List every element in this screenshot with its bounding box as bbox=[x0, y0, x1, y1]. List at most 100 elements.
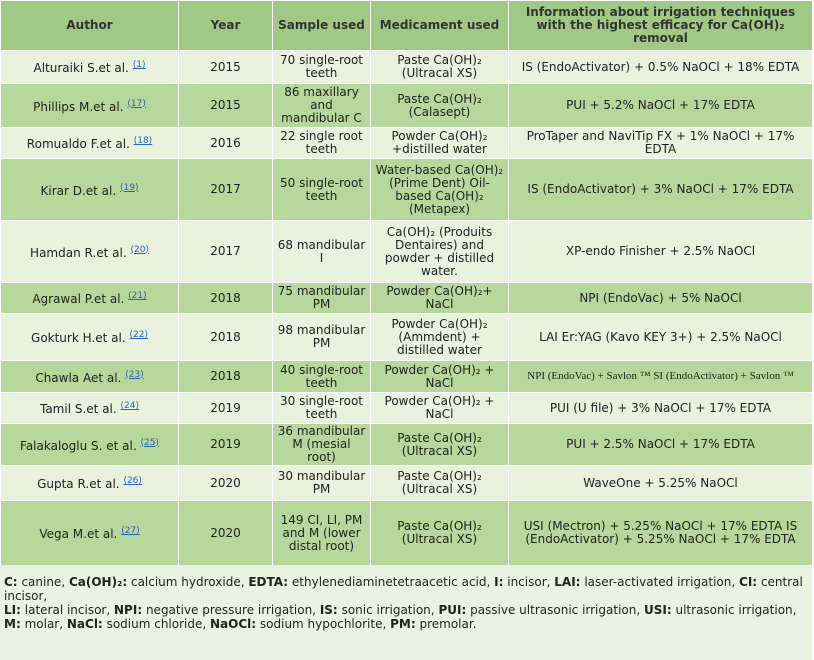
year-cell: 2020 bbox=[178, 500, 273, 566]
abbreviation-term: NaOCl: bbox=[210, 617, 257, 631]
year-cell: 2017 bbox=[178, 158, 273, 221]
footnote: C: canine, Ca(OH)₂: calcium hydroxide, E… bbox=[0, 565, 812, 660]
medicament-cell: Paste Ca(OH)₂ (Ultracal XS) bbox=[370, 465, 509, 501]
author-name: Phillips M.et al. bbox=[33, 99, 124, 114]
year-cell: 2020 bbox=[178, 465, 273, 501]
abbreviation-definition: negative pressure irrigation, bbox=[145, 603, 316, 617]
medicament-cell: Powder Ca(OH)₂ + NaCl bbox=[370, 360, 509, 393]
reference-link[interactable]: (17) bbox=[127, 98, 146, 109]
author-name: Gupta R.et al. bbox=[37, 477, 120, 491]
reference-link[interactable]: (20) bbox=[130, 244, 149, 255]
author-cell: Falakaloglu S. et al. (25) bbox=[0, 423, 179, 466]
year-cell: 2018 bbox=[178, 313, 273, 361]
footnote-line: LI: lateral incisor, NPI: negative press… bbox=[4, 603, 808, 617]
header-cell: Medicament used bbox=[370, 0, 509, 51]
info-cell: IS (EndoActivator) + 0.5% NaOCl + 18% ED… bbox=[508, 50, 813, 84]
author-cell: Kirar D.et al. (19) bbox=[0, 158, 179, 221]
reference-link[interactable]: (18) bbox=[133, 136, 153, 146]
year-cell: 2017 bbox=[178, 220, 273, 283]
author-name: Gokturk H.et al. bbox=[31, 331, 126, 345]
abbreviation-term: I: bbox=[494, 575, 504, 589]
medicament-cell: Powder Ca(OH)₂ +distilled water bbox=[370, 127, 509, 159]
author-cell: Phillips M.et al. (17) bbox=[0, 83, 179, 128]
medicament-cell: Powder Ca(OH)₂ + NaCl bbox=[370, 392, 509, 424]
reference-link[interactable]: (23) bbox=[125, 369, 144, 380]
abbreviation-term: C: bbox=[4, 575, 18, 589]
info-cell: LAI Er:YAG (Kavo KEY 3+) + 2.5% NaOCl bbox=[508, 313, 813, 361]
info-cell: PUI + 5.2% NaOCl + 17% EDTA bbox=[508, 83, 813, 128]
abbreviation-definition: lateral incisor, bbox=[24, 603, 111, 617]
author-name: Romualdo F.et al. bbox=[26, 137, 130, 151]
author-name: Tamil S.et al. bbox=[39, 402, 117, 416]
abbreviation-term: M: bbox=[4, 617, 21, 631]
table-row: Vega M.et al. (27) 2020 149 CI, LI, PM and… bbox=[0, 500, 813, 566]
author-cell: Agrawal P.et al. (21) bbox=[0, 282, 179, 314]
reference-link[interactable]: (19) bbox=[120, 182, 139, 193]
author-name: Falakaloglu S. et al. bbox=[20, 438, 137, 453]
reference-link[interactable]: (27) bbox=[121, 526, 140, 536]
info-cell: NPI (EndoVac) + Savlon ™ SI (EndoActivat… bbox=[508, 360, 813, 393]
abbreviation-term: LAI: bbox=[554, 575, 581, 589]
table-row: Tamil S.et al. (24) 2019 30 single-root te… bbox=[0, 392, 813, 424]
abbreviation-definition: sodium hypochlorite, bbox=[259, 617, 387, 631]
reference-link[interactable]: (26) bbox=[123, 476, 142, 486]
year-cell: 2015 bbox=[178, 83, 273, 128]
abbreviation-definition: ethylenediaminetetraacetic acid, bbox=[291, 575, 491, 589]
author-cell: Alturaiki S.et al. (1) bbox=[0, 50, 179, 84]
author-cell: Gupta R.et al. (26) bbox=[0, 465, 179, 501]
sample-cell: 149 CI, LI, PM and M (lower distal root) bbox=[272, 500, 371, 566]
author-cell: Tamil S.et al. (24) bbox=[0, 392, 179, 424]
reference-link[interactable]: (21) bbox=[128, 291, 147, 301]
year-cell: 2019 bbox=[178, 423, 273, 466]
sample-cell: 40 single-root teeth bbox=[272, 360, 371, 393]
reference-link[interactable]: (22) bbox=[129, 330, 148, 340]
author-name: Chawla Aet al. bbox=[35, 370, 122, 385]
reference-link[interactable]: (1) bbox=[132, 60, 146, 70]
year-cell: 2015 bbox=[178, 50, 273, 84]
sample-cell: 75 mandibular PM bbox=[272, 282, 371, 314]
abbreviation-term: NPI: bbox=[114, 603, 143, 617]
author-name: Agrawal P.et al. bbox=[32, 292, 125, 306]
author-cell: Gokturk H.et al. (22) bbox=[0, 313, 179, 361]
author-cell: Chawla Aet al. (23) bbox=[0, 360, 179, 393]
abbreviation-term: PM: bbox=[390, 617, 416, 631]
sample-cell: 98 mandibular PM bbox=[272, 313, 371, 361]
table-row: Agrawal P.et al. (21) 2018 75 mandibular P… bbox=[0, 282, 813, 314]
abbreviation-definition: sodium chloride, bbox=[106, 617, 207, 631]
info-cell: ProTaper and NaviTip FX + 1% NaOCl + 17%… bbox=[508, 127, 813, 159]
info-cell: PUI + 2.5% NaOCl + 17% EDTA bbox=[508, 423, 813, 466]
table-row: Romualdo F.et al. (18) 2016 22 single root… bbox=[0, 127, 813, 159]
author-name: Hamdan R.et al. bbox=[30, 245, 127, 260]
table: Author Year Sample used Medicament used Info… bbox=[0, 0, 813, 566]
table-row: Kirar D.et al. (19) 2017 50 single-root te… bbox=[0, 158, 813, 221]
abbreviation-definition: central incisor, bbox=[4, 575, 803, 603]
info-cell: PUI (U file) + 3% NaOCl + 17% EDTA bbox=[508, 392, 813, 424]
author-cell: Hamdan R.et al. (20) bbox=[0, 220, 179, 283]
author-name: Kirar D.et al. bbox=[40, 183, 117, 198]
medicament-cell: Paste Ca(OH)₂ (Ultracal XS) bbox=[370, 500, 509, 566]
abbreviation-term: USI: bbox=[644, 603, 672, 617]
abbreviation-term: Ca(OH)₂: bbox=[68, 575, 128, 589]
abbreviation-definition: premolar. bbox=[419, 617, 477, 631]
sample-cell: 86 maxillary and mandibular C bbox=[272, 83, 371, 128]
table-row: Phillips M.et al. (17) 2015 86 maxillary a… bbox=[0, 83, 813, 128]
info-cell: IS (EndoActivator) + 3% NaOCl + 17% EDTA bbox=[508, 158, 813, 221]
info-cell: WaveOne + 5.25% NaOCl bbox=[508, 465, 813, 501]
abbreviation-definition: incisor, bbox=[507, 575, 551, 589]
reference-link[interactable]: (25) bbox=[140, 437, 159, 448]
abbreviation-term: EDTA: bbox=[248, 575, 289, 589]
abbreviation-term: IS: bbox=[319, 603, 338, 617]
header-cell: Sample used bbox=[272, 0, 371, 51]
medicament-cell: Paste Ca(OH)₂ (Ultracal XS) bbox=[370, 50, 509, 84]
abbreviation-definition: canine, bbox=[21, 575, 66, 589]
author-cell: Romualdo F.et al. (18) bbox=[0, 127, 179, 159]
sample-cell: 30 mandibular PM bbox=[272, 465, 371, 501]
footnote-line: M: molar, NaCl: sodium chloride, NaOCl: … bbox=[4, 617, 808, 631]
abbreviation-definition: molar, bbox=[24, 617, 64, 631]
abbreviation-definition: calcium hydroxide, bbox=[130, 575, 245, 589]
medicament-cell: Powder Ca(OH)₂ (Ammdent) + distilled wat… bbox=[370, 313, 509, 361]
info-cell: NPI (EndoVac) + 5% NaOCl bbox=[508, 282, 813, 314]
header-cell: Author bbox=[0, 0, 179, 51]
reference-link[interactable]: (24) bbox=[120, 401, 140, 411]
